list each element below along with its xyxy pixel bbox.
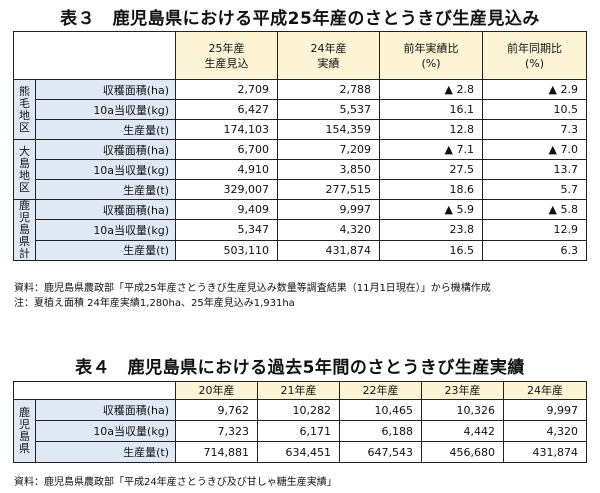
table3-title: 表３ 鹿児島県における平成25年産のさとうきび生産見込み (60, 9, 540, 29)
table4-title: 表４ 鹿児島県における過去5年間のさとうきび生産実績 (75, 358, 525, 378)
cell: 9,997 (503, 399, 587, 421)
cell: 4,320 (277, 219, 380, 241)
cell: 3,850 (277, 159, 380, 180)
cell: 5,537 (277, 99, 380, 120)
cell: 9,762 (175, 399, 258, 421)
table3-footnote: 注：夏植え面積 24年産実績1,280ha、25年産見込み1,931ha (14, 298, 295, 309)
table3-header-25-forecast: 25年産 生産見込 (175, 31, 278, 80)
region-label-kagoshima-total: 鹿児島県計 (13, 199, 36, 261)
cell: 2,788 (277, 79, 380, 100)
row-label-area: 収穫面積(ha) (35, 399, 176, 421)
table4-header-row: 20年産 21年産 22年産 23年産 24年産 (13, 381, 587, 400)
cell: 329,007 (175, 179, 278, 200)
table4-header-year: 23年産 (421, 381, 504, 400)
cell: ▲ 7.0 (482, 139, 587, 160)
region-label-oshima: 大島地区 (13, 139, 36, 200)
table-row: 生産量(t) 714,881 634,451 647,543 456,680 4… (14, 441, 587, 463)
cell: 7.3 (482, 119, 587, 140)
cell: 6,700 (175, 139, 278, 160)
cell: 2,709 (175, 79, 278, 100)
cell: 12.8 (379, 119, 483, 140)
cell: 16.5 (379, 239, 483, 262)
table-row: 10a当収量(kg) 5,347 4,320 23.8 12.9 (14, 219, 587, 241)
row-label-production: 生産量(t) (35, 179, 176, 200)
table-row: 大島地区 収穫面積(ha) 6,700 7,209 ▲ 7.1 ▲ 7.0 (13, 139, 587, 200)
table4-corner-cell (13, 381, 176, 400)
table-row: 鹿児島県 収穫面積(ha) 9,762 10,282 10,465 10,326… (13, 399, 587, 463)
cell: 456,680 (421, 441, 504, 463)
cell: ▲ 5.9 (379, 198, 483, 221)
cell: 6,427 (175, 99, 278, 120)
cell: ▲ 2.8 (379, 79, 483, 100)
row-label-area: 収穫面積(ha) (35, 139, 176, 160)
cell: 16.1 (379, 99, 483, 120)
table3-header-row: 25年産 生産見込 24年産 実績 前年実績比 (%) 前年同期比 (%) (13, 31, 587, 80)
table4-header-year: 20年産 (175, 381, 258, 400)
cell: 6,171 (257, 420, 340, 442)
table4-source-note: 資料：鹿児島県農政部「平成24年産さとうきび及び甘しゃ糖生産実績」 (14, 477, 337, 488)
table4: 20年産 21年産 22年産 23年産 24年産 鹿児島県 収穫面積(ha) 9… (13, 381, 587, 463)
cell: 13.7 (482, 159, 587, 180)
cell: 9,997 (277, 198, 380, 221)
cell: 10.5 (482, 99, 587, 120)
cell: 7,323 (175, 420, 258, 442)
row-label-yield: 10a当収量(kg) (35, 99, 176, 120)
row-label-production: 生産量(t) (35, 119, 176, 140)
table-row: 鹿児島県計 収穫面積(ha) 9,409 9,997 ▲ 5.9 ▲ 5.8 (13, 198, 587, 261)
cell: 5,347 (175, 219, 278, 241)
cell: 5.7 (482, 179, 587, 200)
region-label-kumage: 熊毛地区 (13, 79, 36, 140)
table-row: 生産量(t) 503,110 431,874 16.5 6.3 (14, 239, 587, 262)
region-label-kagoshima: 鹿児島県 (13, 399, 36, 463)
table3: 25年産 生産見込 24年産 実績 前年実績比 (%) 前年同期比 (%) 熊毛地区 収… (13, 31, 587, 262)
cell: 6,188 (339, 420, 422, 442)
cell: 714,881 (175, 441, 258, 463)
table-row: 生産量(t) 174,103 154,359 12.8 7.3 (14, 119, 587, 140)
table3-header-24-actual: 24年産 実績 (277, 31, 380, 80)
row-label-yield: 10a当収量(kg) (35, 219, 176, 241)
row-label-production: 生産量(t) (35, 441, 176, 463)
cell: ▲ 7.1 (379, 139, 483, 160)
cell: ▲ 5.8 (482, 198, 587, 221)
cell: 503,110 (175, 239, 278, 262)
table-row: 10a当収量(kg) 6,427 5,537 16.1 10.5 (14, 99, 587, 120)
cell: 4,442 (421, 420, 504, 442)
cell: 23.8 (379, 219, 483, 241)
row-label-production: 生産量(t) (35, 239, 176, 262)
table3-header-yoy-sameperiod: 前年同期比 (%) (482, 31, 587, 80)
cell: 431,874 (277, 239, 380, 262)
cell: 174,103 (175, 119, 278, 140)
table4-header-year: 21年産 (257, 381, 340, 400)
table-row: 10a当収量(kg) 7,323 6,171 6,188 4,442 4,320 (14, 420, 587, 442)
row-label-yield: 10a当収量(kg) (35, 159, 176, 180)
cell: 647,543 (339, 441, 422, 463)
cell: 9,409 (175, 198, 278, 221)
cell: 4,320 (503, 420, 587, 442)
row-label-area: 収穫面積(ha) (35, 79, 176, 100)
row-label-area: 収穫面積(ha) (35, 198, 176, 221)
cell: 431,874 (503, 441, 587, 463)
cell: 27.5 (379, 159, 483, 180)
table3-header-yoy-actual: 前年実績比 (%) (379, 31, 483, 80)
table4-header-year: 22年産 (339, 381, 422, 400)
cell: 10,282 (257, 399, 340, 421)
cell: 277,515 (277, 179, 380, 200)
table3-corner-cell (13, 31, 176, 80)
cell: 18.6 (379, 179, 483, 200)
cell: 12.9 (482, 219, 587, 241)
table-row: 熊毛地区 収穫面積(ha) 2,709 2,788 ▲ 2.8 ▲ 2.9 (13, 79, 587, 140)
table4-header-year: 24年産 (503, 381, 587, 400)
cell: 4,910 (175, 159, 278, 180)
table-row: 生産量(t) 329,007 277,515 18.6 5.7 (14, 179, 587, 200)
cell: 154,359 (277, 119, 380, 140)
table-row: 10a当収量(kg) 4,910 3,850 27.5 13.7 (14, 159, 587, 180)
cell: 10,465 (339, 399, 422, 421)
cell: 10,326 (421, 399, 504, 421)
cell: ▲ 2.9 (482, 79, 587, 100)
cell: 7,209 (277, 139, 380, 160)
cell: 634,451 (257, 441, 340, 463)
row-label-yield: 10a当収量(kg) (35, 420, 176, 442)
table3-source-note: 資料：鹿児島県農政部「平成25年産さとうきび生産見込み数量等調査結果（11月1日… (14, 283, 491, 294)
cell: 6.3 (482, 239, 587, 262)
